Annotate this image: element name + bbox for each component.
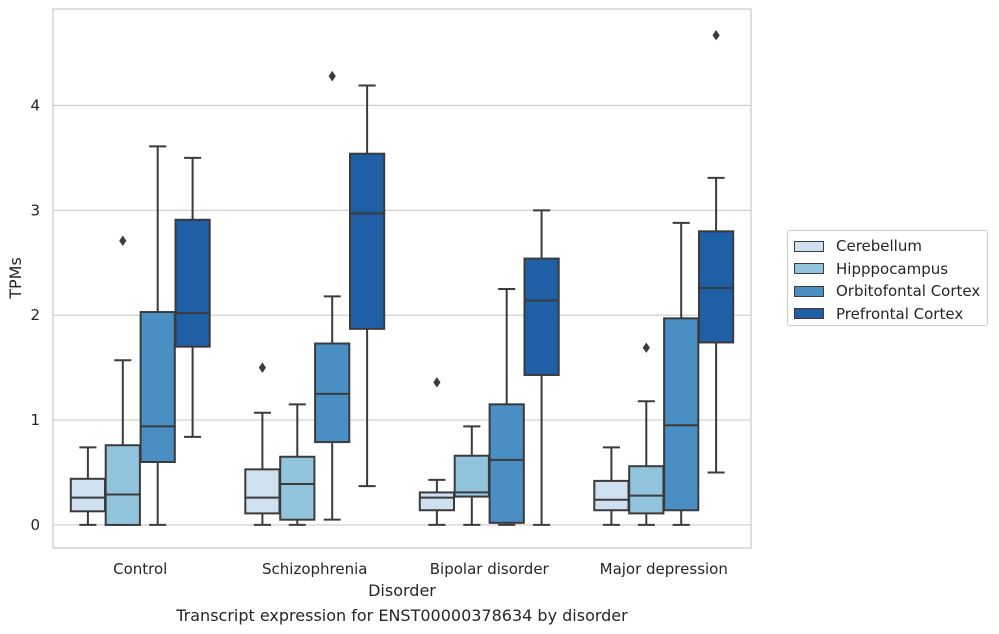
box-cerebellum-schizophrenia — [244, 362, 281, 526]
box — [418, 491, 456, 512]
box — [279, 455, 316, 521]
box-prefrontal-cortex-bipolar-disorder — [523, 209, 560, 526]
outlier-point — [119, 235, 127, 246]
box-hipppocampus-bipolar-disorder — [453, 425, 490, 526]
box-orbitofontal-cortex-major-depression — [663, 221, 700, 526]
box-prefrontal-cortex-schizophrenia — [348, 84, 386, 488]
box — [488, 403, 525, 524]
legend-label: Orbitofontal Cortex — [836, 282, 981, 301]
box — [593, 479, 630, 512]
box — [663, 317, 700, 512]
y-tick-label: 1 — [30, 411, 40, 429]
outlier-point — [712, 30, 720, 41]
box-groups — [69, 30, 735, 526]
box — [697, 230, 735, 344]
box — [523, 257, 560, 376]
legend-label: Prefrontal Cortex — [836, 304, 964, 323]
legend-swatch — [794, 263, 824, 275]
y-axis-title: TPMs — [6, 257, 25, 300]
box-orbitofontal-cortex-control — [139, 145, 176, 526]
legend-label: Hipppocampus — [836, 259, 949, 278]
y-tick-label: 4 — [30, 96, 40, 114]
box — [453, 454, 490, 498]
legend-item: Orbitofontal Cortex — [794, 280, 987, 303]
y-tick-label: 0 — [30, 516, 40, 534]
plot-frame — [52, 8, 752, 549]
x-tick-labels: Control Schizophrenia Bipolar disorder Majo… — [113, 560, 728, 578]
box — [244, 468, 281, 515]
box-prefrontal-cortex-control — [174, 156, 211, 438]
x-axis-title: Disorder — [368, 581, 436, 600]
legend-item: Prefrontal Cortex — [794, 303, 987, 326]
x-tick-label: Control — [113, 560, 167, 578]
box — [139, 311, 176, 464]
box — [69, 477, 107, 513]
box-cerebellum-control — [69, 446, 107, 526]
box-cerebellum-major-depression — [593, 446, 630, 526]
box-hipppocampus-major-depression — [628, 342, 665, 526]
box-orbitofontal-cortex-bipolar-disorder — [488, 287, 525, 526]
box — [314, 342, 351, 444]
box-hipppocampus-schizophrenia — [279, 403, 316, 526]
outlier-point — [642, 342, 650, 353]
legend-swatch — [794, 285, 824, 297]
legend-label: Cerebellum — [836, 237, 922, 256]
box — [348, 152, 386, 330]
legend: Cerebellum Hipppocampus Orbitofontal Corte… — [787, 230, 988, 326]
legend-swatch — [794, 240, 824, 252]
box-orbitofontal-cortex-schizophrenia — [314, 70, 351, 521]
box — [174, 218, 211, 348]
y-tick-label: 2 — [30, 306, 40, 324]
outlier-point — [328, 70, 336, 82]
x-tick-label: Bipolar disorder — [430, 560, 550, 578]
y-tick-labels: 0 1 2 3 4 — [30, 96, 40, 533]
box — [628, 465, 665, 515]
legend-swatch — [794, 308, 824, 320]
box — [104, 444, 141, 526]
box-cerebellum-bipolar-disorder — [418, 377, 456, 526]
x-tick-label: Major depression — [600, 560, 728, 578]
y-tick-label: 3 — [30, 201, 40, 219]
box-hipppocampus-control — [104, 235, 141, 526]
box-prefrontal-cortex-major-depression — [697, 30, 735, 474]
outlier-point — [258, 362, 266, 373]
legend-item: Hipppocampus — [794, 258, 987, 281]
figure-caption: Transcript expression for ENST0000037863… — [176, 606, 628, 625]
x-tick-label: Schizophrenia — [262, 560, 367, 578]
legend-item: Cerebellum — [794, 235, 987, 258]
outlier-point — [433, 377, 441, 388]
